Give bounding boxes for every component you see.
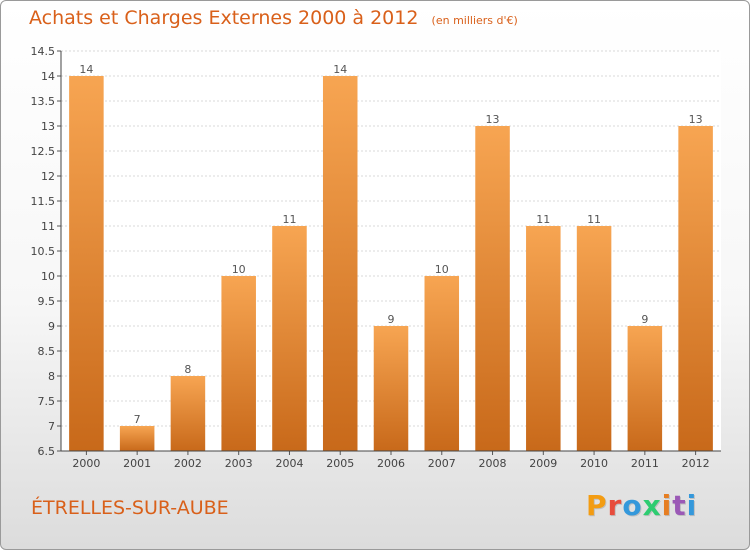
bar xyxy=(221,276,256,451)
bar xyxy=(119,426,155,451)
bar xyxy=(627,326,663,451)
proxiti-logo[interactable]: Proxiti xyxy=(586,489,697,522)
x-tick-label: 2002 xyxy=(174,457,202,470)
y-tick-label: 10 xyxy=(41,270,55,283)
logo-letter: P xyxy=(586,489,608,522)
bar xyxy=(678,126,713,451)
x-tick-label: 2010 xyxy=(580,457,608,470)
y-tick-label: 12 xyxy=(41,170,55,183)
x-tick-label: 2007 xyxy=(428,457,456,470)
x-tick-label: 2005 xyxy=(326,457,354,470)
y-tick-label: 9.5 xyxy=(38,295,56,308)
x-tick-label: 2011 xyxy=(631,457,659,470)
bar xyxy=(170,376,206,451)
bar-value-label: 11 xyxy=(536,213,550,226)
y-tick-label: 8.5 xyxy=(38,345,56,358)
y-tick-label: 8 xyxy=(48,370,55,383)
y-tick-label: 11.5 xyxy=(31,195,56,208)
bar xyxy=(373,326,409,451)
x-tick-label: 2000 xyxy=(72,457,100,470)
y-tick-label: 7 xyxy=(48,420,55,433)
x-tick-label: 2009 xyxy=(529,457,557,470)
x-axis: 2000 2001 2002 2003 2004 2005 2006 2007 2008 2009… xyxy=(61,450,721,470)
bar-value-label: 10 xyxy=(232,263,246,276)
y-tick-label: 13.5 xyxy=(31,95,56,108)
y-tick-label: 6.5 xyxy=(38,445,56,458)
logo-letter: t xyxy=(672,489,687,522)
logo-letter: i xyxy=(661,489,673,522)
bar-value-label: 11 xyxy=(587,213,601,226)
y-tick-label: 11 xyxy=(41,220,55,233)
chart-unit: (en milliers d'€) xyxy=(431,14,518,27)
bar xyxy=(69,76,104,451)
y-tick-label: 7.5 xyxy=(38,395,56,408)
bar xyxy=(272,226,307,451)
logo-letter: r xyxy=(607,489,623,522)
x-tick-label: 2001 xyxy=(123,457,151,470)
bar-value-label: 13 xyxy=(689,113,703,126)
bar xyxy=(424,276,460,451)
logo-letter: o xyxy=(622,489,643,522)
x-tick-label: 2008 xyxy=(479,457,507,470)
title-row: Achats et Charges Externes 2000 à 2012 (… xyxy=(29,7,518,29)
bar-value-label: 14 xyxy=(333,63,347,76)
commune-name: ÉTRELLES-SUR-AUBE xyxy=(31,497,229,519)
y-tick-label: 9 xyxy=(48,320,55,333)
bar-value-label: 14 xyxy=(79,63,93,76)
bar xyxy=(576,226,612,451)
bar-value-label: 11 xyxy=(282,213,296,226)
bar-value-label: 8 xyxy=(184,363,191,376)
y-tick-label: 10.5 xyxy=(31,245,56,258)
bar-value-label: 10 xyxy=(435,263,449,276)
logo-letter: x xyxy=(642,489,662,522)
bar xyxy=(475,126,510,451)
logo-letter: i xyxy=(686,489,698,522)
bar xyxy=(322,76,358,451)
bar-value-label: 13 xyxy=(486,113,500,126)
y-tick-label: 14 xyxy=(41,70,55,83)
y-tick-label: 13 xyxy=(41,120,55,133)
bar-value-label: 9 xyxy=(641,313,648,326)
y-axis: 6.5 7 7.5 8 8.5 9 9.5 10 10.5 11 11.5 12 12.5 13 13.5 1… xyxy=(31,45,62,458)
x-tick-label: 2006 xyxy=(377,457,405,470)
bar xyxy=(526,226,561,451)
bar-value-label: 7 xyxy=(134,413,141,426)
y-tick-label: 12.5 xyxy=(31,145,56,158)
chart-title: Achats et Charges Externes 2000 à 2012 xyxy=(29,7,419,29)
x-tick-label: 2003 xyxy=(225,457,253,470)
y-tick-label: 14.5 xyxy=(31,45,56,58)
x-tick-label: 2012 xyxy=(682,457,710,470)
x-tick-label: 2004 xyxy=(275,457,303,470)
bar-value-label: 9 xyxy=(388,313,395,326)
bars: 14 7 8 10 11 14 9 10 13 11 11 9 13 xyxy=(69,63,713,451)
